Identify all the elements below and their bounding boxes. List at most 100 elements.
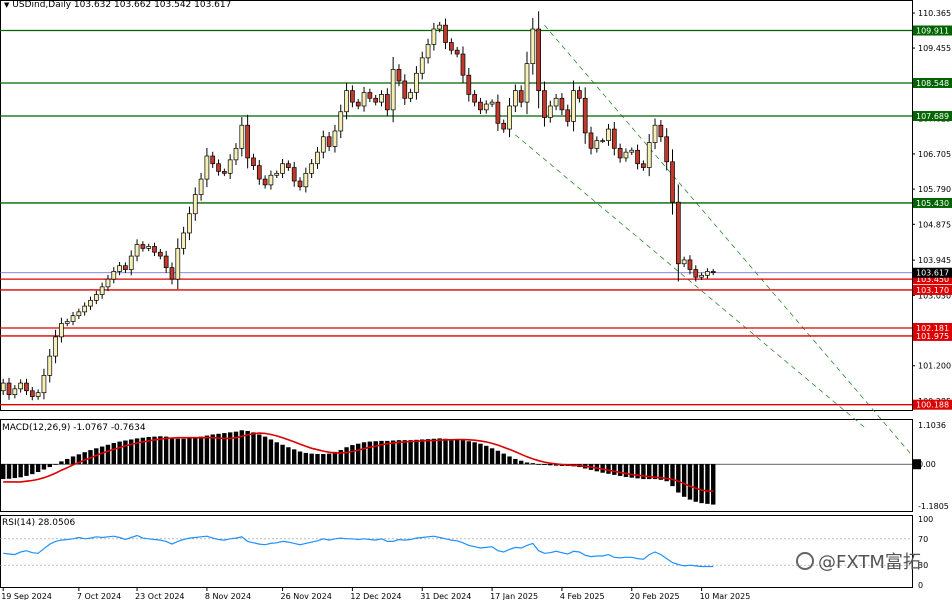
- candle-body: [600, 140, 606, 142]
- candle-body: [93, 294, 99, 301]
- candle-body: [262, 178, 268, 186]
- candle-body: [501, 122, 507, 130]
- macd-histogram-bar: [187, 438, 192, 465]
- candle-body: [594, 140, 600, 149]
- macd-histogram-bar: [524, 462, 530, 465]
- macd-histogram-bar: [292, 449, 297, 465]
- symbol-line: USDind,Daily 103.632 103.662 103.542 103…: [12, 0, 232, 10]
- candle-body: [192, 194, 198, 215]
- candle-body: [390, 69, 396, 111]
- candle-body: [198, 178, 204, 195]
- candle-body: [687, 259, 693, 270]
- candle-body: [245, 124, 250, 159]
- level-label: 100.188: [916, 401, 949, 410]
- candle-body: [536, 28, 541, 91]
- candle-body: [169, 267, 175, 280]
- macd-histogram-bar: [379, 440, 384, 465]
- watermark-text: @FXTM富拓: [818, 552, 921, 573]
- candle-body: [419, 57, 425, 74]
- macd-histogram-bar: [146, 436, 151, 465]
- macd-histogram-bar: [518, 460, 524, 465]
- macd-histogram-bar: [18, 464, 23, 478]
- macd-histogram-bar: [233, 431, 239, 465]
- candle-body: [117, 265, 122, 272]
- candle-body: [588, 132, 594, 149]
- collapse-triangle-icon[interactable]: ▼: [4, 1, 10, 9]
- macd-histogram-bar: [664, 464, 669, 482]
- candle-body: [268, 174, 274, 186]
- candle-body: [59, 323, 64, 338]
- macd-histogram-bar: [356, 443, 361, 465]
- macd-histogram-bar: [687, 464, 693, 500]
- macd-histogram-bar: [210, 434, 215, 465]
- price-axis-label: 105.790: [918, 185, 951, 194]
- level-label: 108.548: [916, 79, 949, 88]
- level-label-box: [913, 322, 952, 333]
- macd-histogram-bar: [6, 464, 12, 479]
- candle-body: [175, 248, 181, 280]
- rsi-axis-label: 70: [918, 535, 928, 544]
- level-label: 101.975: [916, 332, 949, 341]
- candle-body: [617, 147, 623, 159]
- candle-body: [641, 163, 646, 168]
- macd-panel-frame: [0, 419, 913, 512]
- macd-histogram-bar: [460, 440, 466, 465]
- macd-histogram-bar: [484, 445, 489, 465]
- macd-histogram-bar: [623, 464, 629, 477]
- candle-body: [466, 74, 472, 95]
- macd-histogram-bar: [262, 436, 268, 465]
- macd-histogram-bar: [24, 464, 29, 476]
- candle-body: [710, 271, 716, 273]
- candle-body: [303, 172, 309, 188]
- macd-histogram-bar: [204, 435, 210, 465]
- rsi-axis-label: 30: [918, 561, 928, 570]
- candle-body: [344, 90, 349, 113]
- level-label: 105.430: [916, 199, 949, 208]
- macd-histogram-bar: [268, 439, 274, 465]
- macd-histogram-bar: [536, 464, 541, 465]
- macd-histogram-bar: [12, 464, 18, 479]
- candle-body: [681, 259, 687, 265]
- candle-body: [478, 101, 483, 111]
- macd-histogram-bar: [454, 439, 460, 465]
- macd-histogram-bar: [94, 448, 99, 465]
- candle-body: [251, 157, 256, 166]
- candle-body: [414, 72, 419, 93]
- current-price-label-box: [913, 267, 952, 278]
- candle-body: [233, 147, 239, 161]
- candle-body: [216, 163, 221, 172]
- date-axis-label: 26 Nov 2024: [281, 592, 332, 600]
- candle-body: [507, 105, 512, 130]
- price-axis-label: 103.945: [918, 256, 951, 265]
- macd-histogram-bar: [437, 438, 442, 465]
- macd-histogram-bar: [70, 456, 76, 465]
- macd-histogram-bar: [251, 432, 256, 465]
- macd-histogram-bar: [41, 464, 47, 470]
- candle-body: [332, 130, 338, 147]
- candle-body: [274, 172, 280, 176]
- macd-histogram-bar: [315, 453, 320, 465]
- macd-histogram-bar: [222, 433, 227, 465]
- level-label-box: [913, 197, 952, 208]
- candle-body: [326, 136, 332, 147]
- macd-histogram-bar: [175, 438, 180, 465]
- candle-body: [315, 151, 320, 165]
- macd-histogram-bar: [152, 436, 157, 465]
- candle-body: [309, 163, 315, 174]
- macd-histogram-bar: [117, 441, 122, 465]
- macd-histogram-bar: [373, 441, 378, 465]
- candle-body: [88, 299, 93, 307]
- candle-body: [518, 90, 524, 103]
- macd-histogram-bar: [338, 450, 343, 465]
- level-label-box: [913, 330, 952, 341]
- candle-body: [355, 101, 361, 107]
- candle-body: [320, 136, 326, 153]
- candle-body: [670, 161, 675, 203]
- date-axis-label: 17 Jan 2025: [490, 592, 538, 600]
- candle-body: [29, 390, 35, 397]
- candle-body: [495, 101, 501, 124]
- candle-body: [367, 92, 373, 99]
- macd-histogram-bar: [617, 464, 623, 476]
- macd-histogram-bar: [658, 464, 664, 480]
